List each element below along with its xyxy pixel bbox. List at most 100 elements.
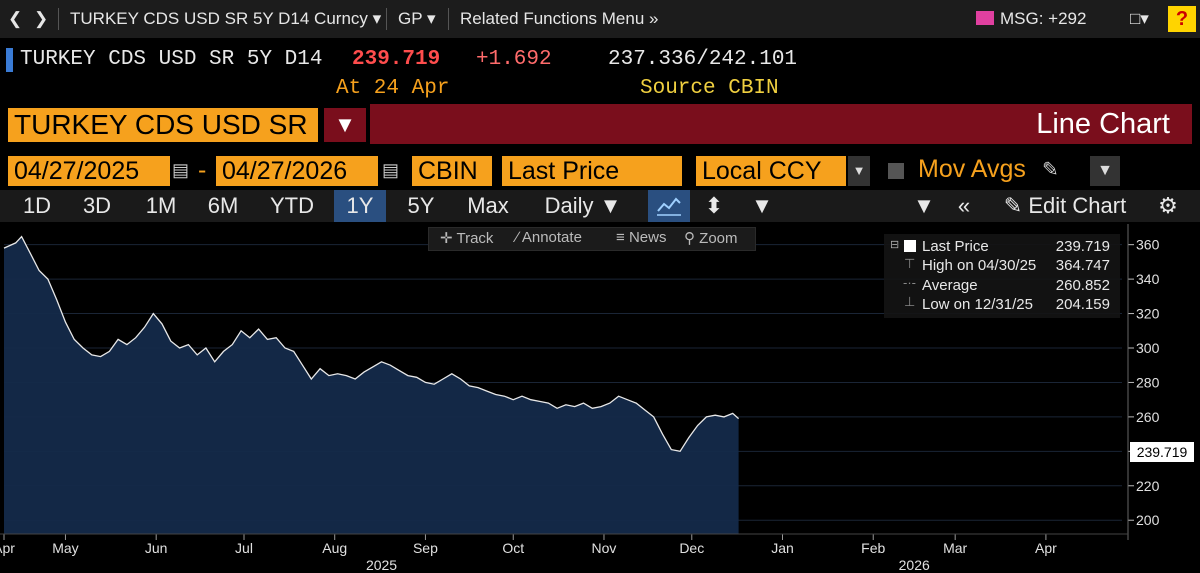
- menu-dropdown-icon[interactable]: ▼: [913, 193, 935, 218]
- calendar-icon[interactable]: ▤: [382, 160, 400, 180]
- range-ytd[interactable]: YTD: [270, 193, 314, 218]
- news-icon: ≡: [616, 229, 625, 246]
- frequency-dropdown[interactable]: Daily ▼: [530, 190, 636, 222]
- related-functions-menu[interactable]: Related Functions Menu »: [460, 9, 658, 29]
- zoom-label: Zoom: [699, 230, 738, 247]
- legend-label-last: Last Price: [922, 238, 989, 255]
- function-name: GP: [398, 9, 423, 28]
- settings-dropdown-icon[interactable]: ▼: [1090, 156, 1120, 186]
- legend-label-average: Average: [922, 277, 978, 294]
- price-change: +1.692: [476, 48, 552, 71]
- range-6m[interactable]: 6M: [207, 193, 239, 218]
- y-tick-label: 300: [1136, 340, 1160, 356]
- zoom-tool[interactable]: ⚲ Zoom: [684, 229, 738, 247]
- low-marker-icon: ⊥: [904, 294, 916, 309]
- source-field[interactable]: CBIN: [412, 156, 492, 186]
- x-tick-label: Apr: [0, 540, 15, 556]
- x-tick-label: May: [52, 540, 78, 556]
- x-tick-label: Mar: [943, 540, 967, 556]
- bar-chart-icon[interactable]: ⬍: [704, 193, 724, 218]
- x-tick-label: Sep: [413, 540, 438, 556]
- y-tick-label: 360: [1136, 237, 1160, 253]
- back-icon[interactable]: ❮: [8, 9, 23, 28]
- annotate-label: Annotate: [521, 229, 582, 246]
- date-dash: -: [198, 156, 207, 184]
- pencil-icon[interactable]: ✎: [1042, 159, 1059, 181]
- chevron-down-icon: ▼: [599, 193, 622, 218]
- x-tick-label: Jan: [771, 540, 794, 556]
- last-price: 239.719: [352, 48, 441, 71]
- security-marker: [6, 48, 13, 72]
- quote-date: At 24 Apr: [336, 77, 450, 100]
- related-label: Related Functions Menu: [460, 9, 645, 28]
- track-label: Track: [456, 230, 494, 247]
- range-1y-selected[interactable]: 1Y: [334, 190, 386, 222]
- legend-collapse-icon[interactable]: ⊟: [890, 239, 900, 251]
- chevron-down-icon: ▾: [372, 9, 382, 28]
- edit-chart-label: Edit Chart: [1028, 193, 1127, 218]
- legend-swatch-last: [904, 240, 916, 252]
- y-tick-label: 220: [1136, 478, 1160, 494]
- x-tick-label: Aug: [322, 540, 347, 556]
- double-chevron-icon: »: [649, 9, 659, 28]
- forward-icon[interactable]: ❯: [34, 9, 49, 28]
- range-5y[interactable]: 5Y: [407, 193, 435, 218]
- x-axis: Apr May Jun Jul Aug Sep Oct Nov Dec Jan Feb Mar Apr 2…: [0, 533, 1128, 573]
- current-price-tag: 239.719: [1130, 442, 1194, 462]
- security-dropdown-icon[interactable]: ▼: [324, 108, 366, 142]
- separator: [58, 8, 59, 30]
- top-bar: [0, 0, 1200, 38]
- crosshair-icon: ✛: [440, 230, 453, 247]
- news-label: News: [628, 229, 667, 246]
- range-1m[interactable]: 1M: [145, 193, 177, 218]
- chevron-down-icon: ▾: [427, 9, 436, 28]
- chart-type-label: Line Chart: [1036, 108, 1170, 140]
- x-tick-label: Oct: [502, 540, 524, 556]
- frequency-label: Daily: [544, 193, 594, 218]
- start-date-field[interactable]: 04/27/2025: [8, 156, 170, 186]
- function-menu[interactable]: GP ▾: [398, 9, 436, 29]
- edit-chart-button[interactable]: ✎ Edit Chart: [990, 190, 1140, 222]
- x-tick-label: Dec: [679, 540, 704, 556]
- mail-icon[interactable]: [976, 11, 994, 25]
- end-date-field[interactable]: 04/27/2026: [216, 156, 378, 186]
- security-field[interactable]: TURKEY CDS USD SR: [8, 108, 318, 142]
- line-chart-icon[interactable]: [648, 190, 690, 222]
- legend-label-low: Low on 12/31/25: [922, 296, 1033, 313]
- series-line: [3, 235, 740, 453]
- x-tick-label: Feb: [861, 540, 885, 556]
- series-layer: [3, 235, 740, 534]
- window-menu-icon[interactable]: □▾: [1130, 9, 1149, 28]
- help-button[interactable]: ?: [1168, 6, 1196, 32]
- range-3d[interactable]: 3D: [82, 193, 112, 218]
- high-marker-icon: ⊤: [904, 256, 916, 271]
- x-tick-label: Jul: [235, 540, 253, 556]
- x-tick-label: Nov: [592, 540, 617, 556]
- field-selector[interactable]: Last Price: [502, 156, 682, 186]
- year-label: 2026: [899, 557, 930, 573]
- average-marker-icon: -·-: [903, 275, 916, 290]
- mov-avgs-checkbox[interactable]: [888, 163, 904, 179]
- chart-options-dropdown-icon[interactable]: ▼: [751, 193, 773, 218]
- msg-counter[interactable]: MSG: +292: [1000, 9, 1087, 28]
- x-tick-label: Apr: [1035, 540, 1057, 556]
- chart-type-banner: [370, 104, 1192, 144]
- currency-selector[interactable]: Local CCY: [696, 156, 846, 186]
- track-tool[interactable]: ✛ Track: [440, 229, 493, 247]
- annotate-tool[interactable]: ∕ Annotate: [516, 229, 582, 246]
- collapse-icon[interactable]: «: [957, 193, 971, 218]
- security-menu[interactable]: TURKEY CDS USD SR 5Y D14 Curncy ▾: [70, 9, 381, 29]
- legend-value-low: 204.159: [1055, 296, 1110, 313]
- series-area: [4, 236, 739, 534]
- news-tool[interactable]: ≡ News: [616, 229, 666, 246]
- separator: [386, 8, 387, 30]
- security-name: TURKEY CDS USD SR 5Y D14 Curncy: [70, 9, 368, 28]
- calendar-icon[interactable]: ▤: [172, 160, 190, 180]
- mov-avgs-label[interactable]: Mov Avgs: [918, 155, 1026, 183]
- currency-dropdown-icon[interactable]: ▼: [848, 156, 870, 186]
- y-tick-label: 260: [1136, 409, 1160, 425]
- range-1d[interactable]: 1D: [22, 193, 52, 218]
- gear-icon[interactable]: ⚙: [1158, 193, 1178, 218]
- range-max[interactable]: Max: [467, 193, 509, 218]
- x-tick-label: Jun: [145, 540, 168, 556]
